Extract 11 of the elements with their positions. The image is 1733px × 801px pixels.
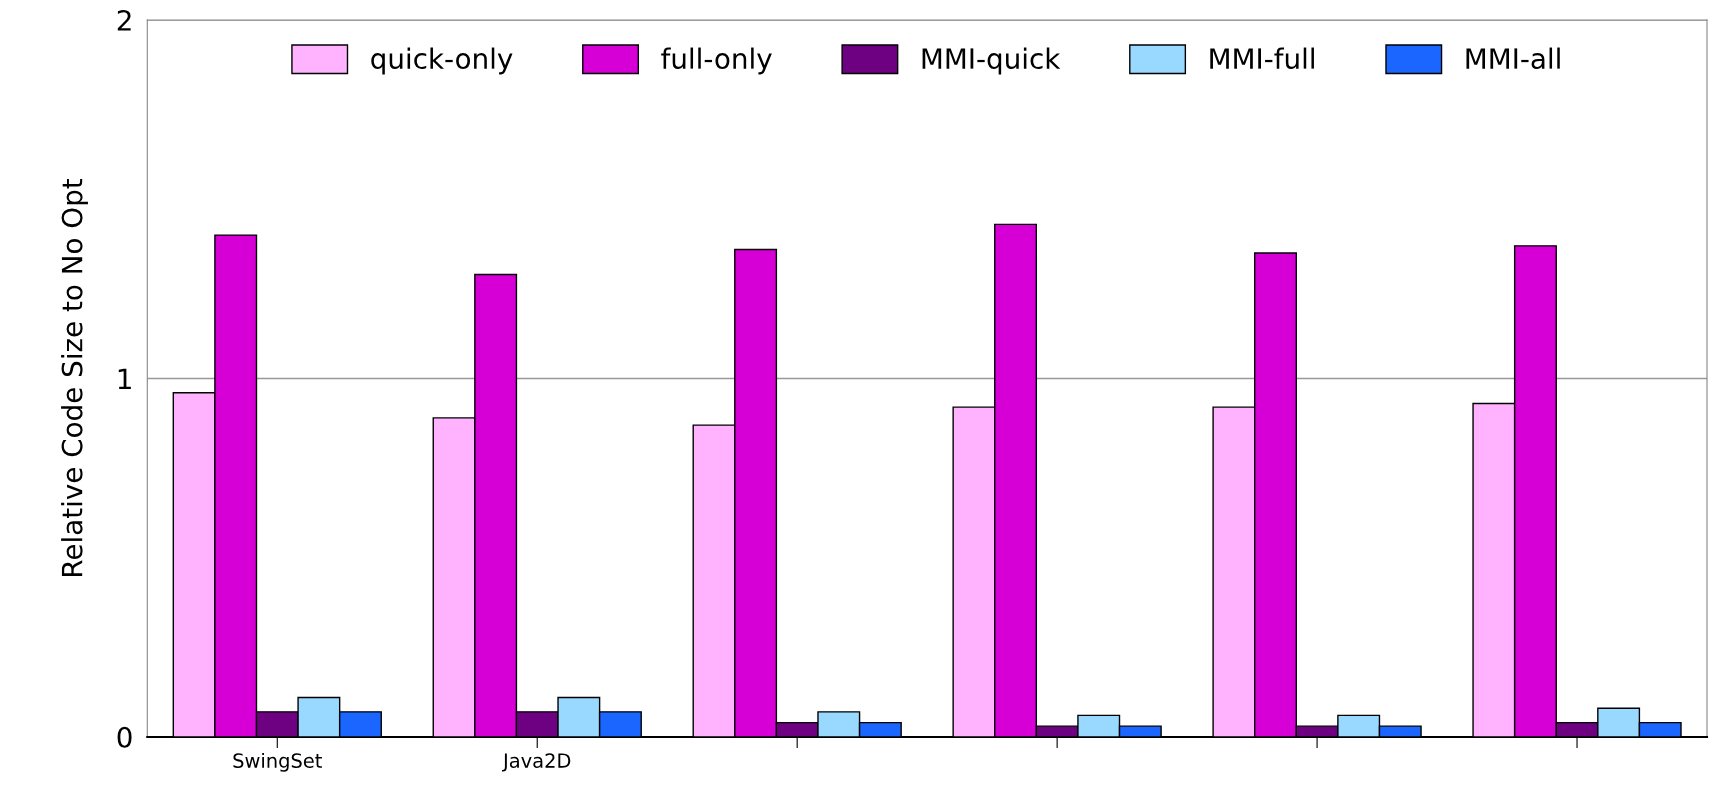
legend-label: MMI-all xyxy=(1466,47,1560,70)
x-tick-label: SwingSet xyxy=(233,752,322,772)
legend-label: full-only xyxy=(661,47,772,75)
legend-label: quick-only xyxy=(371,47,513,75)
legend-label: MMI-full xyxy=(1210,47,1314,70)
legend-label: MMI-quick xyxy=(922,47,1061,75)
y-axis-title: Relative Code Size to No Opt xyxy=(61,178,88,576)
y-tick-label: 2 xyxy=(117,9,131,31)
y-tick-label: 1 xyxy=(118,368,131,390)
x-tick-label: Java2D xyxy=(502,753,571,772)
y-tick-label: 0 xyxy=(117,726,132,748)
